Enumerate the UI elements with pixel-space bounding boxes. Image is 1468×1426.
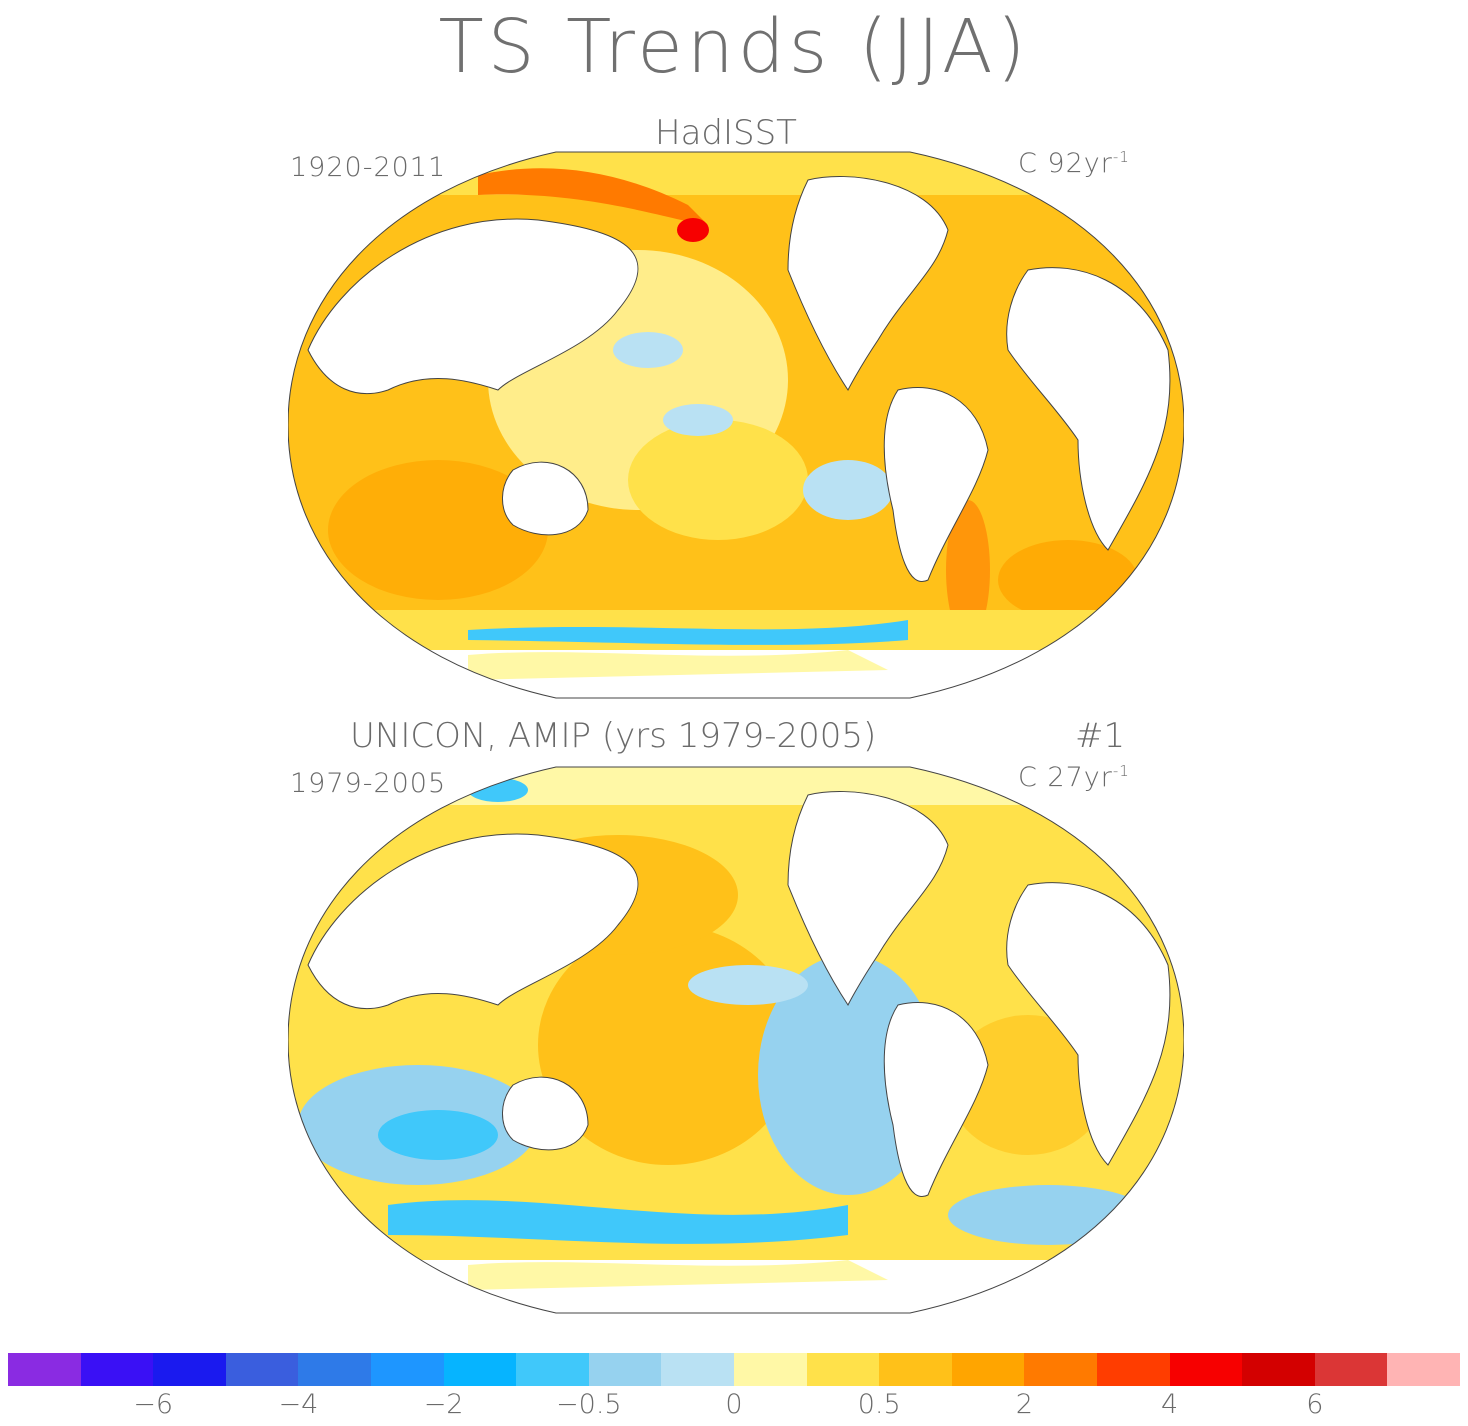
colorbar-swatch: [1242, 1353, 1315, 1386]
colorbar-swatch: [1314, 1353, 1388, 1386]
colorbar: [8, 1353, 1460, 1386]
colorbar-tick-label: 0.5: [857, 1389, 901, 1420]
panel-2-units: C 27yr-1: [1018, 762, 1130, 793]
panel-2-title: UNICON, AMIP (yrs 1979-2005): [350, 716, 877, 756]
colorbar-swatch: [1024, 1353, 1097, 1386]
colorbar-swatch: [806, 1353, 880, 1386]
colorbar-swatch: [153, 1353, 226, 1386]
panel-1-map: [288, 151, 1184, 699]
panel-1-title: HadISST: [655, 113, 797, 153]
colorbar-swatch: [733, 1353, 807, 1386]
colorbar-swatch: [1169, 1353, 1243, 1386]
colorbar-tick-label: 0: [725, 1389, 743, 1420]
colorbar-swatch: [588, 1353, 662, 1386]
figure-title: TS Trends (JJA): [438, 4, 1030, 90]
colorbar-tick-label: 2: [1015, 1389, 1033, 1420]
colorbar-swatch: [298, 1353, 371, 1386]
colorbar-tick-label: −4: [278, 1389, 319, 1420]
colorbar-tick-label: −2: [423, 1389, 464, 1420]
colorbar-swatch: [80, 1353, 154, 1386]
colorbar-swatch: [951, 1353, 1025, 1386]
colorbar-swatch: [225, 1353, 299, 1386]
colorbar-swatch: [370, 1353, 444, 1386]
colorbar-swatch: [661, 1353, 734, 1386]
colorbar-swatch: [1387, 1353, 1460, 1386]
panel-2-map: [288, 766, 1184, 1314]
colorbar-swatch: [8, 1353, 81, 1386]
colorbar-tick-label: 4: [1161, 1389, 1179, 1420]
colorbar-swatch: [516, 1353, 589, 1386]
colorbar-swatch: [879, 1353, 952, 1386]
colorbar-tick-label: −0.5: [556, 1389, 622, 1420]
colorbar-tick-label: −6: [133, 1389, 174, 1420]
panel-2-run-label: #1: [1075, 716, 1126, 756]
panel-1-period: 1920-2011: [290, 152, 447, 183]
panel-1-units: C 92yr-1: [1018, 148, 1130, 179]
colorbar-swatch: [443, 1353, 517, 1386]
colorbar-tick-label: 6: [1306, 1389, 1324, 1420]
colorbar-swatch: [1096, 1353, 1170, 1386]
panel-2-period: 1979-2005: [290, 768, 447, 799]
